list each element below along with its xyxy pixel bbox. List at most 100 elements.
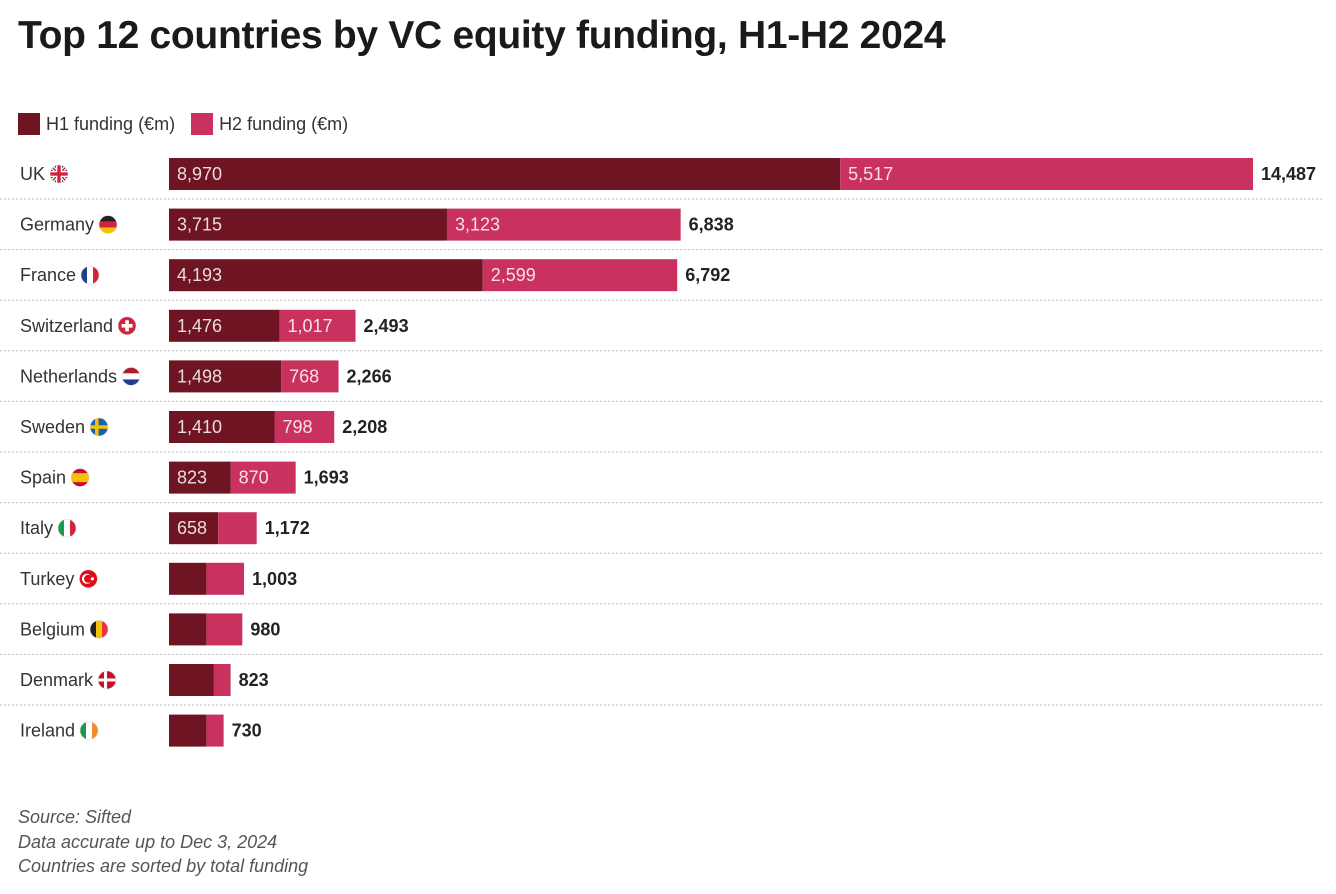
country-label: UK (20, 164, 45, 184)
legend: H1 funding (€m) H2 funding (€m) (18, 113, 348, 135)
legend-swatch-h1 (18, 113, 40, 135)
flag-part (70, 519, 77, 538)
legend-item-h2: H2 funding (€m) (191, 113, 348, 135)
bar-chart: UK 8,970 5,517 14,487 Germany 3,715 3,123 6,838… (0, 158, 1322, 747)
country-label: Belgium (20, 619, 85, 639)
h2-value-label: 1,017 (287, 316, 332, 336)
country-label: Turkey (20, 569, 74, 589)
country-label: Denmark (20, 670, 94, 690)
h2-bar (279, 309, 356, 342)
h2-value-label: 870 (239, 468, 269, 488)
total-value-label: 2,208 (342, 417, 387, 437)
flag-outline (80, 265, 100, 285)
flag-part (81, 266, 88, 285)
flag-part (122, 373, 141, 380)
total-value-label: 6,838 (689, 215, 734, 235)
legend-label-h1: H1 funding (€m) (46, 113, 176, 134)
flag-outline (49, 164, 69, 184)
france-flag-icon (81, 266, 100, 285)
total-value-label: 730 (232, 721, 262, 741)
sweden-flag-icon (90, 418, 109, 436)
h1-bar (169, 208, 447, 241)
country-label: Ireland (20, 721, 75, 741)
h1-bar (169, 309, 280, 342)
italy-flag-icon (58, 519, 77, 538)
flag-outline (97, 670, 117, 690)
flag-part (122, 367, 141, 374)
flag-outline (89, 620, 109, 639)
bar-row-sweden: Sweden 1,410 798 2,208 (0, 411, 1322, 453)
h2-bar (230, 461, 296, 494)
h1-value-label: 8,970 (177, 164, 222, 184)
flag-part (71, 473, 90, 483)
turkey-flag-icon (79, 569, 98, 588)
belgium-flag-icon (90, 620, 109, 639)
h1-bar (169, 664, 214, 696)
bar-row-germany: Germany 3,715 3,123 6,838 (0, 208, 1322, 251)
country-label: Switzerland (20, 316, 113, 336)
source-note: Source: Sifted (18, 807, 132, 827)
country-label: Sweden (20, 417, 85, 437)
ireland-flag-icon (80, 721, 99, 740)
flag-part (92, 721, 99, 740)
germany-flag-icon (99, 215, 118, 234)
h2-value-label: 5,517 (848, 164, 893, 184)
bar-row-denmark: Denmark 823 (0, 664, 1322, 706)
h2-bar (206, 613, 243, 646)
bar-row-spain: Spain 823 870 1,693 (0, 461, 1322, 504)
spain-flag-icon (71, 468, 90, 487)
h2-value-label: 798 (283, 417, 313, 437)
flag-part (50, 172, 69, 176)
h1-bar (169, 613, 207, 646)
denmark-flag-icon (98, 671, 117, 689)
total-value-label: 1,172 (265, 518, 310, 538)
flag-outline (98, 215, 118, 234)
flag-part (98, 678, 117, 682)
h1-bar (169, 411, 275, 443)
flag-outline (70, 468, 90, 487)
total-value-label: 2,266 (347, 366, 392, 386)
h2-bar (446, 208, 681, 241)
h2-bar (274, 411, 335, 443)
flag-outline (57, 518, 77, 538)
flag-part (86, 721, 93, 740)
h2-bar (840, 158, 1253, 190)
h1-bar (169, 360, 282, 393)
h1-bar (169, 562, 207, 595)
flag-outline (117, 316, 137, 336)
bar-row-ireland: Ireland 730 (20, 714, 262, 747)
bar-row-netherlands: Netherlands 1,498 768 2,266 (0, 360, 1322, 402)
total-value-label: 1,003 (252, 569, 297, 589)
h1-value-label: 1,498 (177, 366, 222, 386)
bar-row-france: France 4,193 2,599 6,792 (0, 259, 1322, 301)
h1-bar (169, 512, 219, 545)
h1-value-label: 1,410 (177, 417, 222, 437)
flag-part (99, 221, 118, 228)
flag-part (80, 721, 87, 740)
h1-value-label: 823 (177, 468, 207, 488)
h2-bar (482, 259, 678, 292)
bar-row-switzerland: Switzerland 1,476 1,017 2,493 (0, 309, 1322, 352)
h1-value-label: 4,193 (177, 265, 222, 285)
flag-part (121, 324, 133, 328)
h1-bar (169, 158, 841, 190)
country-label: France (20, 265, 76, 285)
flag-part (90, 425, 109, 429)
netherlands-flag-icon (122, 367, 141, 386)
h2-bar (206, 562, 245, 595)
accuracy-note: Data accurate up to Dec 3, 2024 (18, 831, 278, 852)
uk-flag-icon (50, 165, 69, 183)
flag-part (99, 227, 118, 234)
sort-note: Countries are sorted by total funding (18, 856, 309, 876)
legend-item-h1: H1 funding (€m) (18, 113, 175, 135)
flag-outline (79, 569, 98, 589)
country-label: Italy (20, 518, 53, 538)
flag-part (90, 577, 94, 581)
h1-value-label: 658 (177, 518, 207, 538)
flag-outline (121, 367, 141, 386)
flag-part (122, 379, 141, 386)
flag-part (64, 519, 71, 538)
switzerland-flag-icon (118, 316, 137, 335)
legend-swatch-h2 (191, 113, 214, 135)
h2-bar (218, 512, 257, 545)
